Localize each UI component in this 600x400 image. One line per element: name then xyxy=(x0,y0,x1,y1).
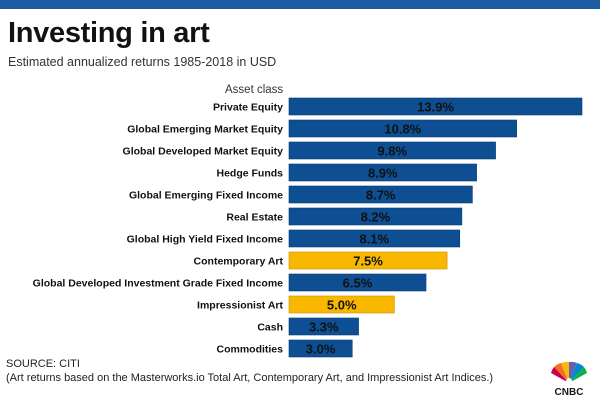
category-label-real-estate: Real Estate xyxy=(226,212,283,224)
bar-hedge-funds xyxy=(288,163,477,182)
cnbc-logo: CNBC xyxy=(551,361,587,397)
value-label-contemporary-art: 7.5% xyxy=(353,254,383,269)
bar-global-high-yield-fixed-income xyxy=(288,229,461,248)
bar-cash xyxy=(288,317,359,336)
category-label-hedge-funds: Hedge Funds xyxy=(216,168,283,180)
category-label-global-emerging-market-equity: Global Emerging Market Equity xyxy=(127,124,283,136)
value-label-cash: 3.3% xyxy=(309,320,339,335)
peacock-icon xyxy=(551,361,587,384)
value-label-commodities: 3.0% xyxy=(306,342,336,357)
value-label-global-emerging-fixed-income: 8.7% xyxy=(366,188,396,203)
source-label: SOURCE: CITI xyxy=(6,358,80,370)
bar-private-equity xyxy=(288,97,583,116)
top-accent-bar xyxy=(0,0,600,9)
value-label-impressionist-art: 5.0% xyxy=(327,298,357,313)
category-label-contemporary-art: Contemporary Art xyxy=(194,256,284,268)
methodology-note: (Art returns based on the Masterworks.io… xyxy=(6,372,494,384)
value-label-real-estate: 8.2% xyxy=(361,210,391,225)
category-label-cash: Cash xyxy=(257,322,283,334)
category-label-global-developed-market-equity: Global Developed Market Equity xyxy=(123,146,284,158)
bar-global-emerging-fixed-income xyxy=(288,185,473,204)
value-label-global-developed-investment-grade-fixed-income: 6.5% xyxy=(343,276,373,291)
chart-title: Investing in art xyxy=(8,17,210,49)
value-label-global-developed-market-equity: 9.8% xyxy=(377,144,407,159)
logo-wordmark: CNBC xyxy=(555,387,584,397)
value-label-global-emerging-market-equity: 10.8% xyxy=(384,122,421,137)
category-label-global-emerging-fixed-income: Global Emerging Fixed Income xyxy=(129,190,283,202)
category-label-global-developed-investment-grade-fixed-income: Global Developed Investment Grade Fixed … xyxy=(33,278,283,290)
category-label-impressionist-art: Impressionist Art xyxy=(197,300,283,312)
bar-commodities xyxy=(288,339,353,358)
value-label-global-high-yield-fixed-income: 8.1% xyxy=(360,232,390,247)
bar-real-estate xyxy=(288,207,463,226)
source-note: SOURCE: CITI (Art returns based on the M… xyxy=(6,357,493,385)
value-label-private-equity: 13.9% xyxy=(417,100,454,115)
bar-global-developed-market-equity xyxy=(288,141,496,160)
chart-subtitle: Estimated annualized returns 1985-2018 i… xyxy=(8,55,277,69)
category-label-commodities: Commodities xyxy=(216,344,283,356)
category-axis-header: Asset class xyxy=(225,84,283,96)
category-label-private-equity: Private Equity xyxy=(213,102,283,114)
bar-contemporary-art xyxy=(288,251,448,270)
bar-global-emerging-market-equity xyxy=(288,119,517,138)
bar-impressionist-art xyxy=(288,295,395,314)
bar-global-developed-investment-grade-fixed-income xyxy=(288,273,427,292)
category-label-global-high-yield-fixed-income: Global High Yield Fixed Income xyxy=(127,234,284,246)
value-label-hedge-funds: 8.9% xyxy=(368,166,398,181)
